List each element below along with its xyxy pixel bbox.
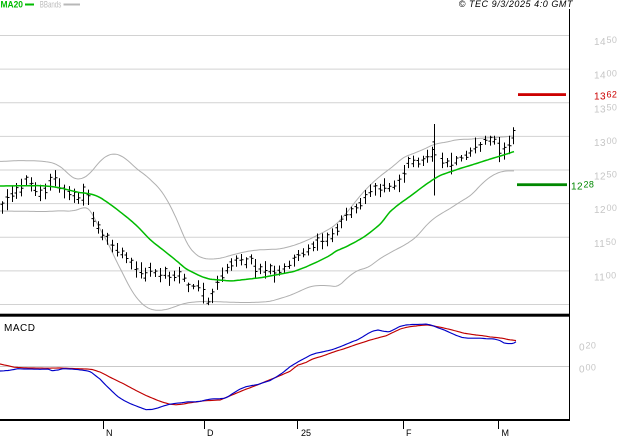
svg-text:25: 25: [301, 428, 311, 438]
svg-text:1300: 1300: [594, 136, 617, 149]
svg-text:D: D: [207, 428, 214, 438]
svg-text:MACD: MACD: [4, 323, 35, 334]
svg-text:BBands: BBands: [40, 0, 62, 10]
svg-text:1450: 1450: [594, 35, 617, 48]
svg-text:1150: 1150: [594, 237, 617, 250]
svg-text:1200: 1200: [594, 203, 617, 216]
svg-text:1100: 1100: [594, 270, 617, 283]
svg-text:000: 000: [579, 363, 596, 376]
svg-text:F: F: [406, 428, 412, 438]
svg-text:1362: 1362: [594, 90, 617, 103]
svg-text:1350: 1350: [594, 102, 617, 115]
svg-text:1250: 1250: [594, 170, 617, 183]
svg-text:1228: 1228: [571, 180, 594, 193]
svg-text:020: 020: [579, 341, 596, 354]
svg-text:MA20: MA20: [1, 0, 24, 10]
svg-text:1400: 1400: [594, 69, 617, 82]
svg-text:M: M: [502, 428, 510, 438]
svg-text:N: N: [106, 428, 113, 438]
svg-text:© TEC 9/3/2025 4:0 GMT: © TEC 9/3/2025 4:0 GMT: [459, 0, 574, 9]
